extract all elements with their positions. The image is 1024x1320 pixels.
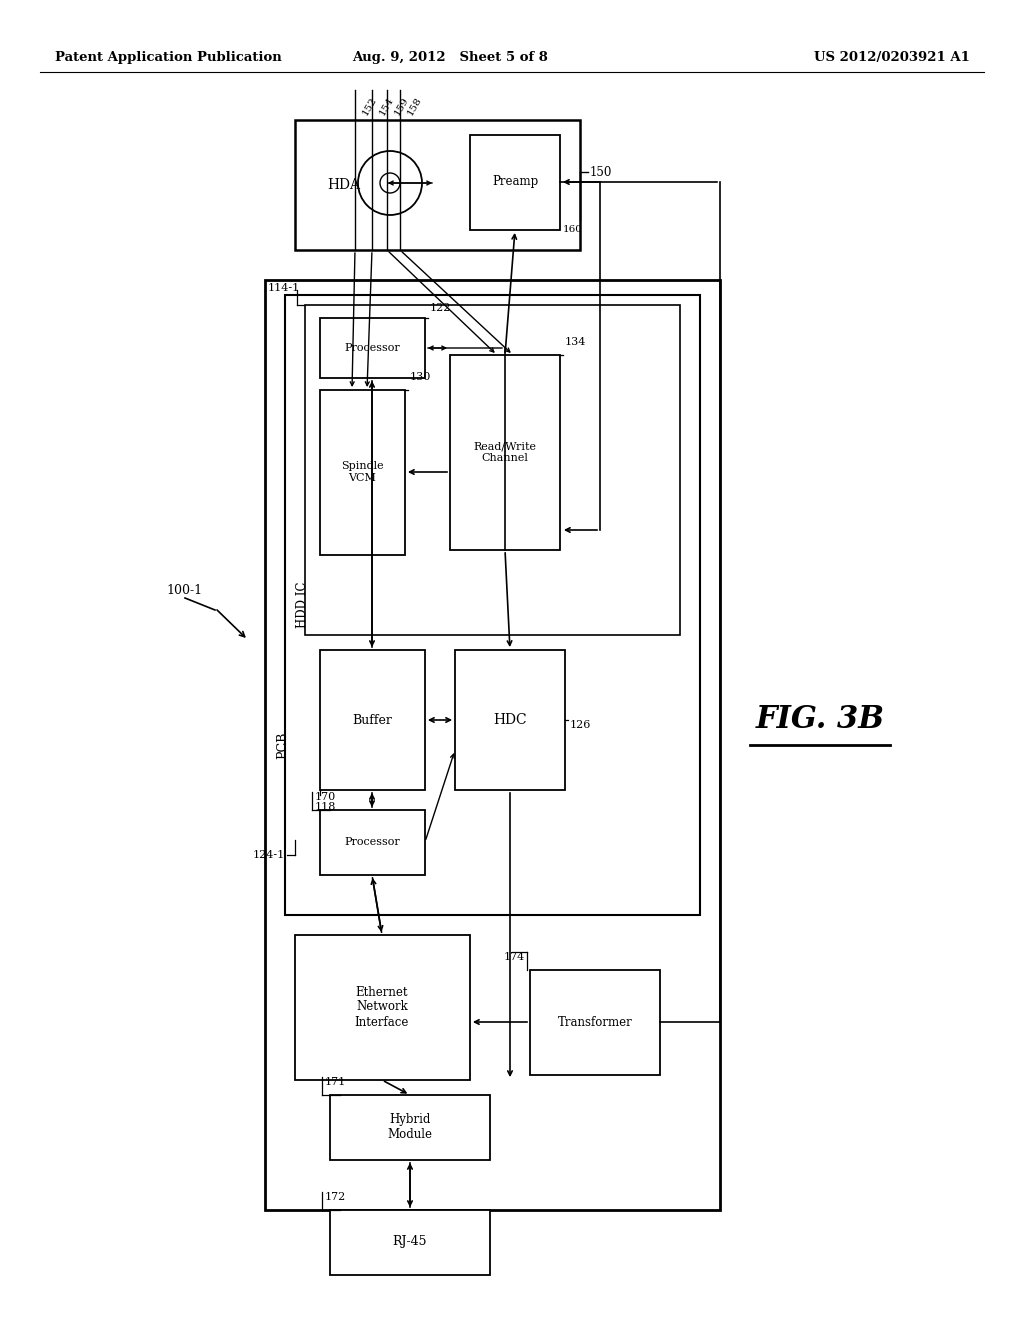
Text: Buffer: Buffer	[352, 714, 392, 726]
Text: Processor: Processor	[344, 343, 400, 352]
Text: 150: 150	[590, 165, 612, 178]
Text: Spindle
VCM: Spindle VCM	[341, 461, 383, 483]
Bar	[330, 1096, 490, 1160]
Text: US 2012/0203921 A1: US 2012/0203921 A1	[814, 51, 970, 65]
Text: Read/Write
Channel: Read/Write Channel	[473, 441, 537, 463]
Text: FIG. 3B: FIG. 3B	[756, 705, 885, 735]
Bar	[450, 355, 560, 550]
Text: 160: 160	[563, 224, 583, 234]
Text: PCB: PCB	[276, 731, 290, 759]
Text: RJ-45: RJ-45	[393, 1236, 427, 1249]
Bar	[319, 318, 425, 378]
Text: 159: 159	[393, 95, 411, 116]
Text: 174: 174	[504, 952, 525, 962]
Text: 171: 171	[325, 1077, 346, 1086]
Text: Patent Application Publication: Patent Application Publication	[55, 51, 282, 65]
Text: 172: 172	[325, 1192, 346, 1203]
Text: 100-1: 100-1	[167, 583, 203, 597]
Text: 122: 122	[430, 304, 452, 313]
Bar	[455, 649, 565, 789]
Bar	[319, 649, 425, 789]
Bar	[305, 305, 680, 635]
Text: Processor: Processor	[344, 837, 400, 847]
Text: Transformer: Transformer	[558, 1015, 633, 1028]
Text: Preamp: Preamp	[492, 176, 539, 189]
Bar	[265, 280, 720, 1210]
Bar	[319, 389, 406, 554]
Text: 154: 154	[378, 95, 395, 116]
Bar	[470, 135, 560, 230]
Text: 170: 170	[315, 792, 336, 803]
Text: Ethernet
Network
Interface: Ethernet Network Interface	[354, 986, 410, 1028]
Text: Aug. 9, 2012   Sheet 5 of 8: Aug. 9, 2012 Sheet 5 of 8	[352, 51, 548, 65]
Text: HDC: HDC	[494, 713, 526, 727]
Bar	[330, 1210, 490, 1275]
Bar	[285, 294, 700, 915]
Bar	[295, 120, 580, 249]
Text: 126: 126	[570, 719, 592, 730]
Text: 130: 130	[410, 372, 431, 381]
Text: HDA: HDA	[327, 178, 360, 191]
Text: Hybrid
Module: Hybrid Module	[387, 1113, 432, 1140]
Bar	[530, 970, 660, 1074]
Text: 114-1: 114-1	[267, 282, 300, 293]
Text: 134: 134	[565, 337, 587, 347]
Text: 158: 158	[406, 95, 424, 116]
Bar	[295, 935, 470, 1080]
Text: 152: 152	[361, 95, 379, 116]
Text: 124-1: 124-1	[253, 850, 285, 861]
Bar	[319, 810, 425, 875]
Text: 118: 118	[315, 803, 336, 812]
Text: HDD IC: HDD IC	[297, 582, 309, 628]
